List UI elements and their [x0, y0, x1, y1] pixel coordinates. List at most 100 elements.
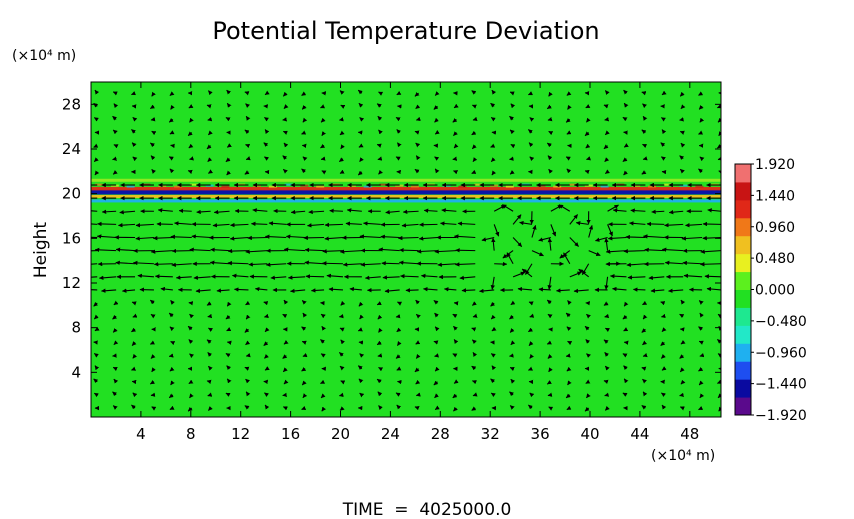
vector-arrow	[437, 262, 457, 267]
vector-arrow	[547, 354, 553, 359]
vector-arrow	[112, 129, 118, 135]
vector-arrow	[178, 208, 192, 214]
vector-arrow	[94, 365, 100, 371]
vector-arrow	[150, 117, 156, 122]
vector-arrow	[376, 340, 382, 346]
vector-arrow	[398, 260, 419, 265]
vector-arrow	[610, 273, 627, 279]
vector-arrow	[627, 275, 646, 280]
vector-arrow	[169, 326, 175, 332]
vector-arrow	[96, 234, 117, 239]
vector-arrow	[282, 168, 288, 174]
vector-arrow	[461, 288, 476, 293]
vector-arrow	[660, 301, 666, 306]
vector-arrow	[415, 155, 421, 161]
vector-arrow	[135, 223, 154, 228]
vector-arrow	[169, 366, 175, 372]
vector-arrow	[283, 142, 289, 148]
vector-arrow	[529, 313, 535, 318]
vector-arrow	[169, 91, 175, 96]
vector-arrow	[357, 170, 363, 176]
colorbar-tick-label: 1.440	[755, 188, 795, 204]
vector-arrow	[132, 260, 154, 266]
vector-arrow	[216, 288, 230, 293]
field-patch	[379, 183, 388, 186]
vector-arrow	[434, 405, 440, 411]
vector-arrow	[517, 286, 533, 292]
vector-arrow	[396, 341, 402, 346]
vector-arrow	[301, 130, 307, 135]
vector-arrow	[642, 103, 647, 109]
vector-arrow	[502, 250, 514, 259]
vector-arrow	[113, 300, 119, 306]
plot-area	[91, 82, 721, 417]
vector-arrow	[605, 327, 610, 332]
vector-arrow	[603, 144, 609, 150]
vector-arrow	[305, 274, 325, 279]
vector-arrow	[326, 273, 344, 279]
x-axis: 4 8 12 16 20 24 28 32 36 40 44 48	[136, 82, 699, 443]
vector-arrow	[661, 247, 684, 252]
vector-arrow	[112, 366, 118, 372]
vector-arrow	[175, 275, 192, 280]
vector-arrow	[528, 341, 534, 346]
vector-arrow	[509, 314, 515, 320]
vector-arrow	[396, 327, 402, 333]
vector-arrow	[359, 117, 365, 122]
vector-arrow	[231, 273, 249, 279]
vector-arrow	[376, 143, 382, 148]
vector-arrow	[213, 209, 230, 215]
vector-arrow	[641, 328, 647, 333]
vector-arrow	[699, 393, 705, 399]
colorbar-tick-label: 0.960	[755, 220, 795, 236]
vector-arrow	[528, 129, 533, 134]
vector-arrow	[546, 340, 552, 345]
vector-arrow	[698, 91, 704, 96]
vector-arrow	[339, 313, 344, 319]
field-patch	[347, 184, 356, 187]
vector-arrow	[151, 130, 157, 136]
vector-arrow	[415, 340, 421, 345]
vector-arrow	[396, 129, 402, 134]
vector-arrow	[566, 326, 572, 332]
vector-arrow	[717, 379, 721, 384]
vector-arrow	[642, 300, 648, 306]
vector-arrow	[377, 353, 383, 358]
vector-arrow	[490, 116, 496, 122]
vector-arrow	[604, 365, 610, 371]
vector-arrow	[207, 392, 213, 397]
vector-arrow	[308, 209, 325, 215]
vector-arrow	[584, 406, 590, 412]
vector-arrow	[650, 288, 665, 293]
vector-arrow	[189, 393, 194, 399]
vector-arrow	[664, 260, 684, 266]
vector-arrow	[358, 378, 364, 384]
vector-arrow	[641, 366, 647, 371]
y-axis: 4 8 12 16 20 24 28	[62, 95, 721, 381]
vector-arrow	[94, 117, 99, 122]
vector-arrow	[207, 352, 213, 357]
vector-arrow	[604, 90, 610, 96]
vector-arrow	[227, 248, 249, 254]
vector-arrow	[283, 104, 289, 109]
vector-arrow	[122, 288, 136, 293]
vector-arrow	[302, 117, 308, 123]
colorbar-tick-label: −0.480	[755, 314, 807, 330]
vector-arrow	[245, 103, 250, 108]
vector-arrow	[93, 353, 99, 358]
field-patch	[300, 184, 309, 187]
vector-arrow	[263, 341, 269, 347]
vector-arrow	[717, 104, 721, 109]
vector-arrow	[169, 130, 175, 135]
vector-arrow	[91, 289, 98, 291]
x-tick-label: 40	[580, 425, 599, 443]
vector-arrow	[453, 143, 459, 149]
vector-arrow	[339, 90, 345, 95]
vector-arrow	[320, 117, 326, 123]
vector-arrow	[565, 156, 571, 161]
vector-arrow	[301, 405, 307, 411]
vector-arrow	[528, 327, 533, 333]
vector-arrow	[586, 313, 591, 319]
field-patch	[490, 184, 498, 187]
vector-arrow	[512, 237, 523, 248]
